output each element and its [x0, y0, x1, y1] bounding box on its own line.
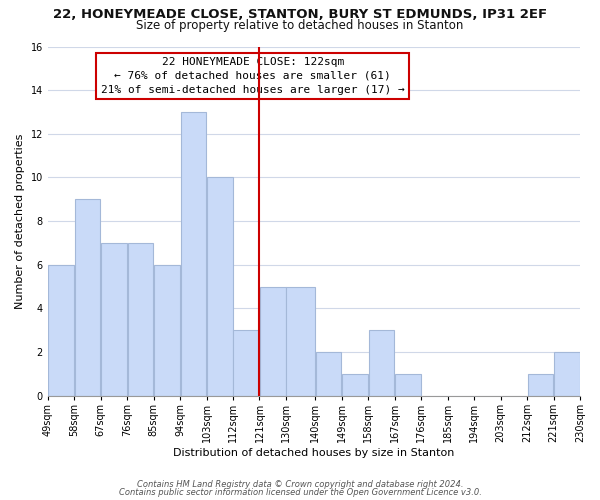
Bar [207, 178, 233, 396]
Bar [74, 199, 100, 396]
Bar [286, 286, 315, 396]
Bar [554, 352, 580, 396]
Bar [48, 264, 74, 396]
Bar [260, 286, 286, 396]
Bar [369, 330, 394, 396]
Text: Contains public sector information licensed under the Open Government Licence v3: Contains public sector information licen… [119, 488, 481, 497]
Text: 22 HONEYMEADE CLOSE: 122sqm
← 76% of detached houses are smaller (61)
21% of sem: 22 HONEYMEADE CLOSE: 122sqm ← 76% of det… [101, 57, 404, 95]
Bar [233, 330, 259, 396]
Text: Size of property relative to detached houses in Stanton: Size of property relative to detached ho… [136, 19, 464, 32]
Bar [527, 374, 553, 396]
Bar [316, 352, 341, 396]
Bar [154, 264, 179, 396]
X-axis label: Distribution of detached houses by size in Stanton: Distribution of detached houses by size … [173, 448, 455, 458]
Text: Contains HM Land Registry data © Crown copyright and database right 2024.: Contains HM Land Registry data © Crown c… [137, 480, 463, 489]
Bar [128, 243, 153, 396]
Bar [395, 374, 421, 396]
Bar [181, 112, 206, 396]
Bar [101, 243, 127, 396]
Bar [342, 374, 368, 396]
Text: 22, HONEYMEADE CLOSE, STANTON, BURY ST EDMUNDS, IP31 2EF: 22, HONEYMEADE CLOSE, STANTON, BURY ST E… [53, 8, 547, 20]
Y-axis label: Number of detached properties: Number of detached properties [15, 134, 25, 308]
